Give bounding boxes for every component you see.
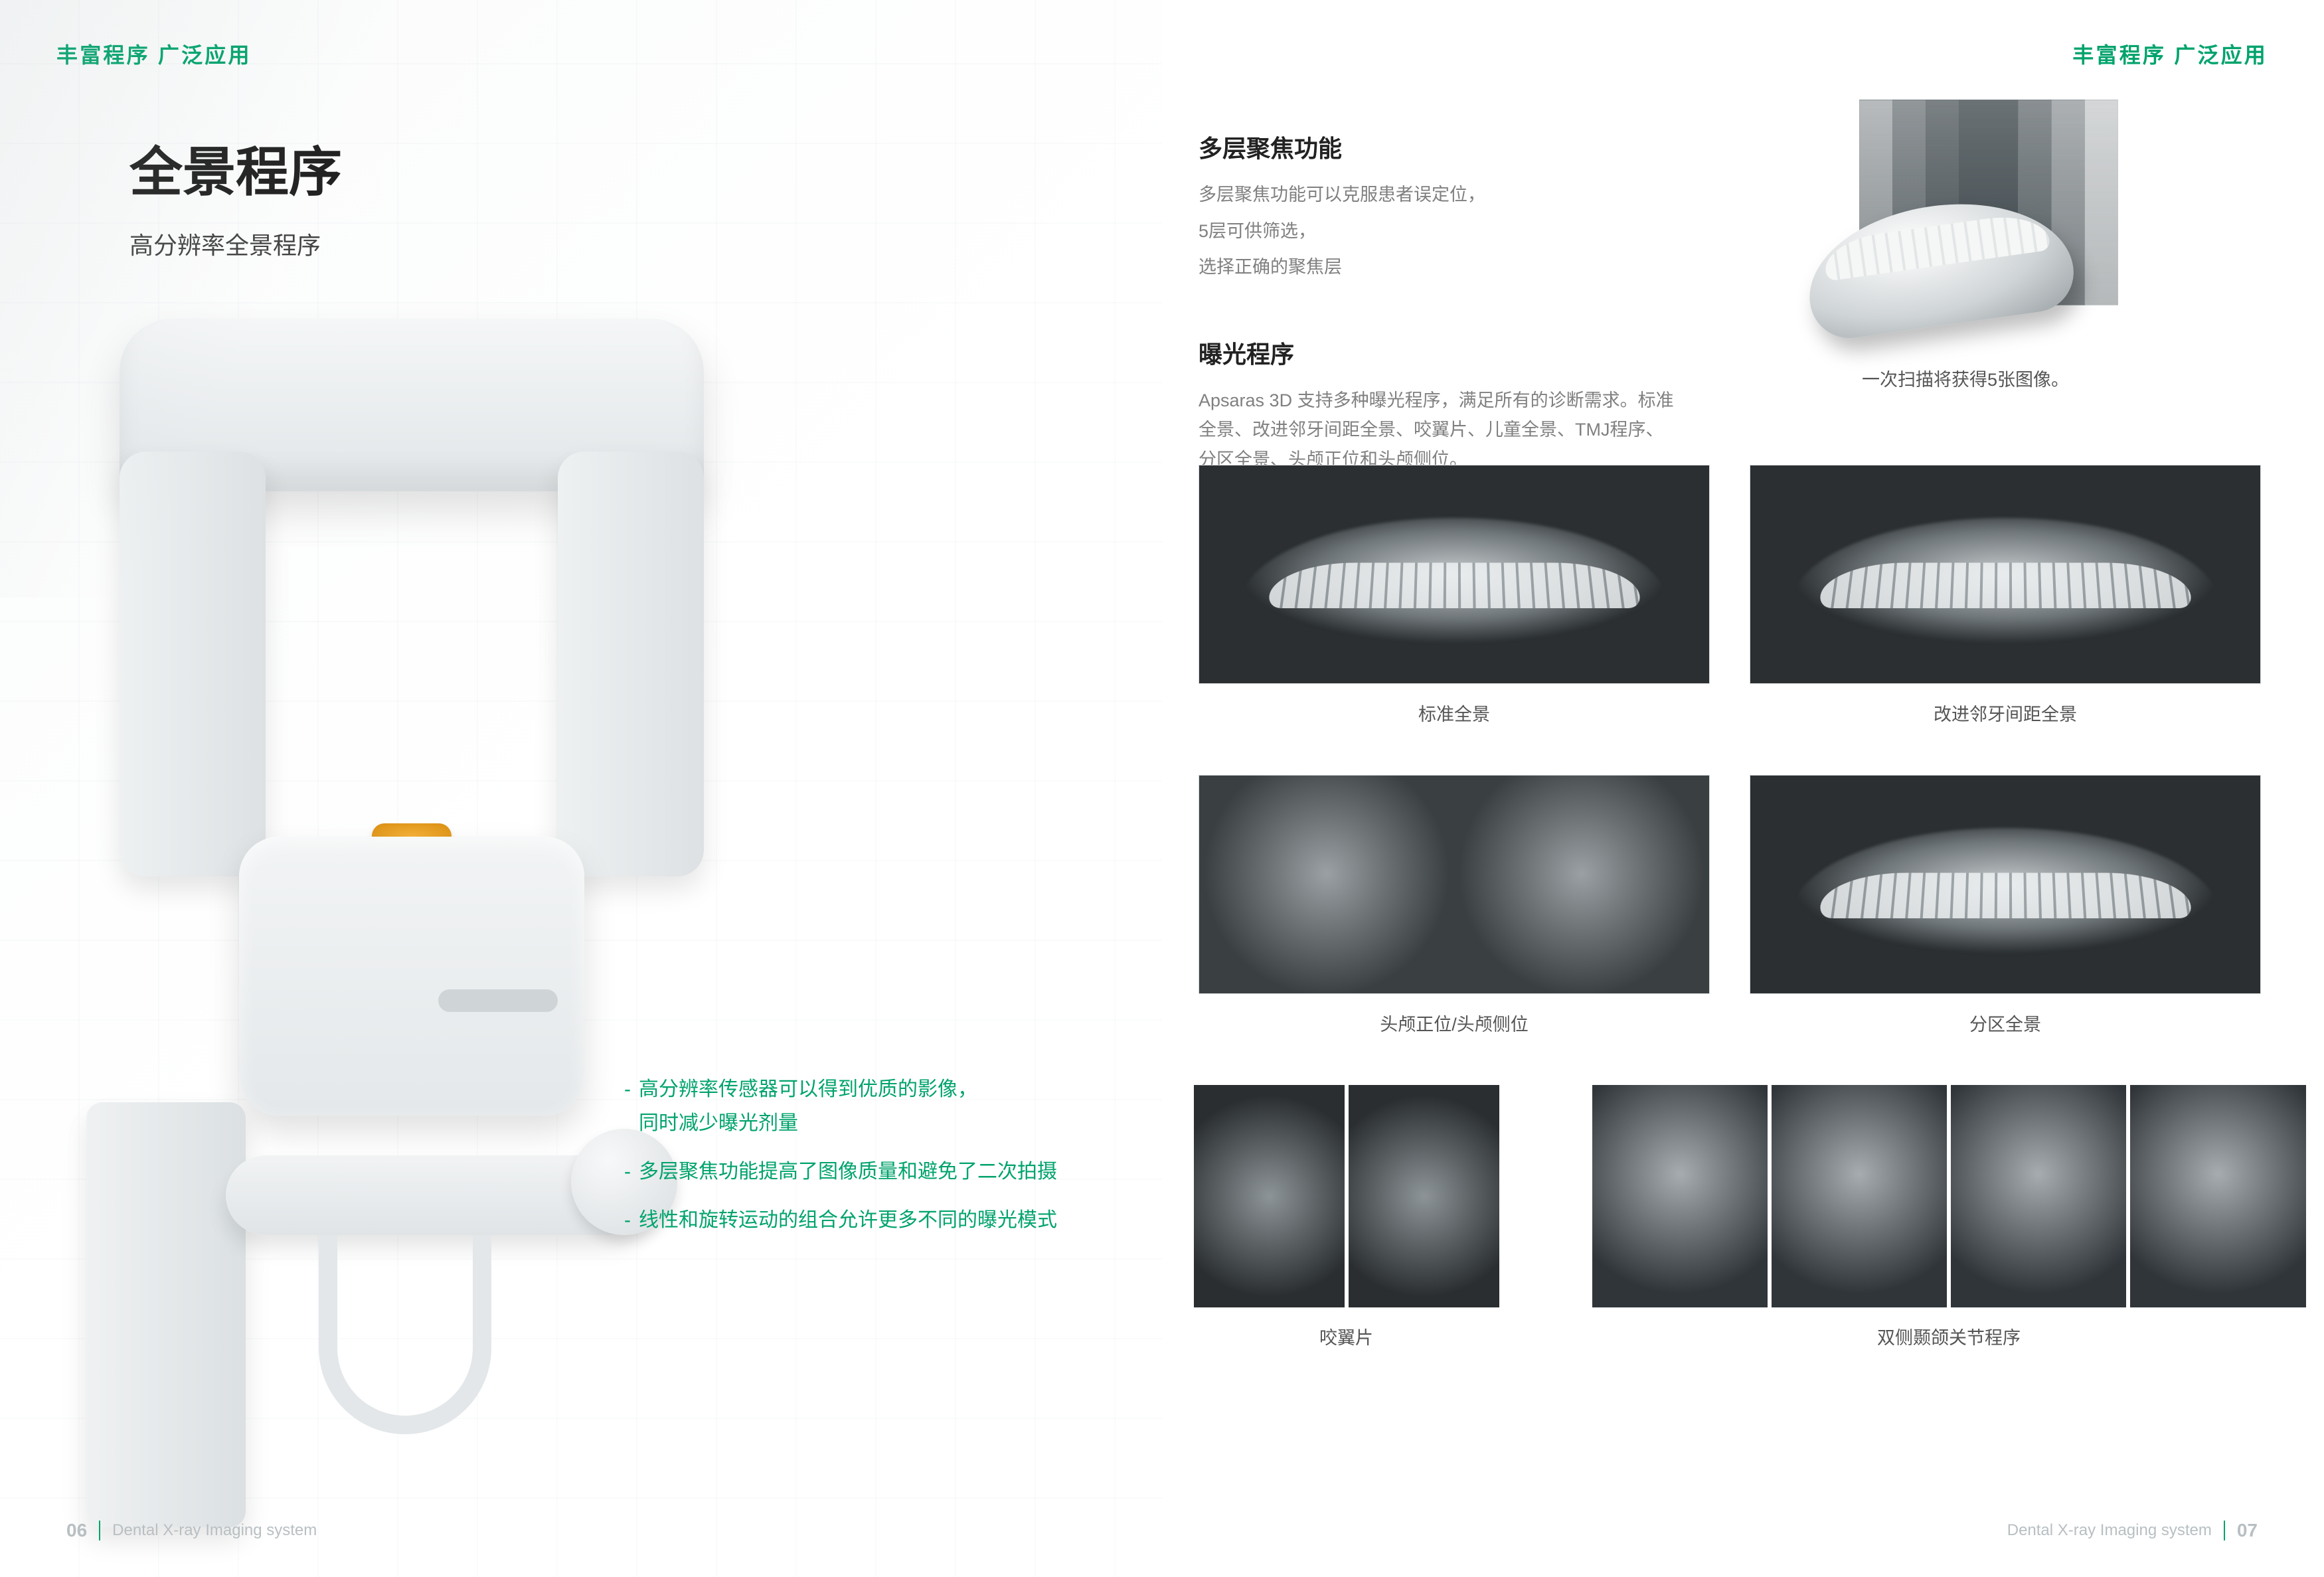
jaw-figure: 一次扫描将获得5张图像。	[1780, 100, 2151, 391]
xray-caption: 双侧颞颌关节程序	[1877, 1323, 2021, 1349]
header-label-right: 丰富程序 广泛应用	[2072, 39, 2268, 69]
section-body: Apsaras 3D 支持多种曝光程序，满足所有的诊断需求。标准全景、改进邻牙间…	[1199, 386, 1677, 475]
footer-left: 06 Dental X-ray Imaging system	[66, 1520, 317, 1541]
xray-tile: 咬翼片	[1194, 1085, 1499, 1380]
xray-caption: 咬翼片	[1319, 1323, 1373, 1349]
xray-standard-pano	[1199, 465, 1710, 684]
page-subtitle: 高分辨率全景程序	[129, 226, 342, 261]
xray-cephalometric	[1199, 775, 1710, 994]
product-illustration	[40, 319, 784, 1514]
xray-bitewing	[1194, 1085, 1499, 1307]
bullet-item: 高分辨率传感器可以得到优质的影像， 同时减少曝光剂量	[624, 1072, 1142, 1140]
section-body-line: 5层可供筛选，	[1199, 216, 1677, 246]
gallery-row: 咬翼片 双侧颞颌关节程序	[1199, 1085, 2261, 1380]
footer-doc-title: Dental X-ray Imaging system	[112, 1521, 317, 1540]
feature-bullets: 高分辨率传感器可以得到优质的影像， 同时减少曝光剂量 多层聚焦功能提高了图像质量…	[624, 1072, 1142, 1252]
gallery-row: 头颅正位/头颅侧位 分区全景	[1199, 775, 2261, 1066]
bullet-item: 多层聚焦功能提高了图像质量和避免了二次拍摄	[624, 1155, 1142, 1189]
footer-doc-title: Dental X-ray Imaging system	[2007, 1521, 2212, 1540]
section-heading-focus: 多层聚焦功能	[1199, 129, 1677, 164]
jaw-figure-caption: 一次扫描将获得5张图像。	[1780, 365, 2151, 391]
xray-tmj	[1592, 1085, 2306, 1307]
section-heading-exposure: 曝光程序	[1199, 335, 1677, 370]
jaw-figure-img	[1780, 100, 2151, 345]
section-body-line: 选择正确的聚焦层	[1199, 252, 1677, 282]
text-column: 多层聚焦功能 多层聚焦功能可以克服患者误定位， 5层可供筛选， 选择正确的聚焦层…	[1199, 129, 1677, 481]
xray-quadrant-pano	[1750, 775, 2261, 994]
xray-improved-pano	[1750, 465, 2261, 684]
header-label-left: 丰富程序 广泛应用	[56, 39, 252, 69]
xray-tile: 改进邻牙间距全景	[1750, 465, 2261, 756]
xray-tile: 双侧颞颌关节程序	[1592, 1085, 2306, 1380]
right-page: 丰富程序 广泛应用 多层聚焦功能 多层聚焦功能可以克服患者误定位， 5层可供筛选…	[1162, 0, 2324, 1577]
footer-right: Dental X-ray Imaging system 07	[2007, 1520, 2258, 1541]
footer-divider-icon	[99, 1521, 100, 1540]
page-number: 06	[66, 1520, 87, 1541]
xray-gallery: 标准全景 改进邻牙间距全景 头颅正位/头颅侧位	[1199, 465, 2261, 1398]
section-body-line: 多层聚焦功能可以克服患者误定位，	[1199, 180, 1677, 210]
xray-caption: 改进邻牙间距全景	[1934, 700, 2077, 726]
xray-tile: 标准全景	[1199, 465, 1710, 756]
page-title: 全景程序	[129, 129, 342, 207]
xray-caption: 头颅正位/头颅侧位	[1380, 1010, 1529, 1036]
bullet-item: 线性和旋转运动的组合允许更多不同的曝光模式	[624, 1203, 1142, 1237]
xray-caption: 分区全景	[1969, 1010, 2041, 1036]
page-number: 07	[2237, 1520, 2258, 1541]
xray-tile: 头颅正位/头颅侧位	[1199, 775, 1710, 1066]
gallery-row: 标准全景 改进邻牙间距全景	[1199, 465, 2261, 756]
footer-divider-icon	[2224, 1521, 2225, 1540]
title-block: 全景程序 高分辨率全景程序	[129, 129, 342, 261]
xray-tile: 分区全景	[1750, 775, 2261, 1066]
xray-caption: 标准全景	[1418, 700, 1490, 726]
left-page: 丰富程序 广泛应用 全景程序 高分辨率全景程序 高分辨率传感器可以得到优质的影像…	[0, 0, 1162, 1577]
